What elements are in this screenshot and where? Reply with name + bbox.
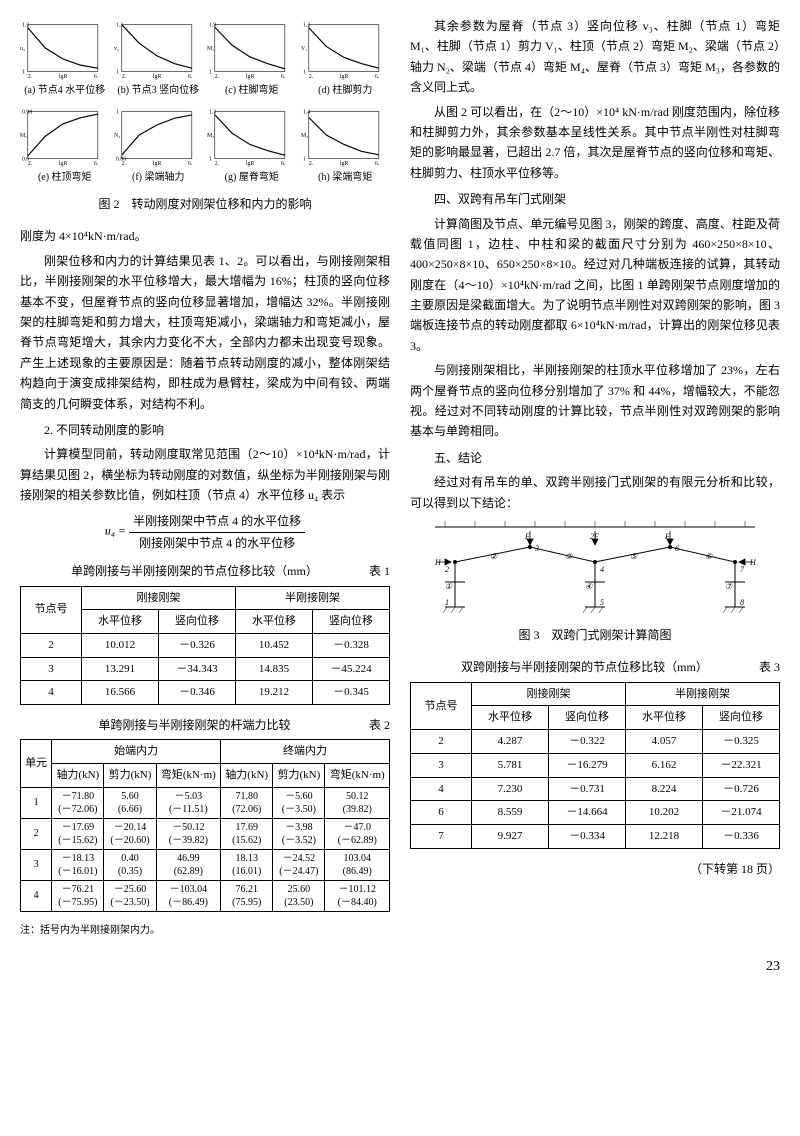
svg-text:1: 1 bbox=[209, 69, 212, 75]
svg-text:①: ① bbox=[445, 582, 453, 591]
svg-text:2.: 2. bbox=[121, 161, 126, 167]
svg-text:⑥: ⑥ bbox=[705, 552, 713, 561]
para-r4: 与刚接刚架相比，半刚接刚架的柱顶水平位移增加了 23%，左右两个屋脊节点的竖向位… bbox=[410, 360, 780, 442]
svg-text:6.: 6. bbox=[187, 161, 192, 167]
svg-text:lgR: lgR bbox=[339, 74, 348, 80]
table-2-note: 注：括号内为半刚接刚架内力。 bbox=[20, 922, 390, 939]
formula-u4: u₄ = 半刚接刚架中节点 4 的水平位移刚接刚架中节点 4 的水平位移 bbox=[20, 511, 390, 553]
svg-text:6.: 6. bbox=[94, 74, 99, 80]
svg-text:②: ② bbox=[490, 552, 498, 561]
svg-text:8: 8 bbox=[740, 598, 744, 607]
svg-text:1: 1 bbox=[22, 69, 25, 75]
section-5: 五、结论 bbox=[410, 448, 780, 468]
table-1-title: 单跨刚接与半刚接刚架的节点位移比较（mm）表 1 bbox=[20, 561, 390, 581]
para-r2: 从图 2 可以看出，在（2～10）×10⁴ kN·m/rad 刚度范围内，除位移… bbox=[410, 102, 780, 184]
svg-text:2.: 2. bbox=[28, 161, 33, 167]
svg-text:M₁: M₁ bbox=[207, 46, 214, 52]
figure-2-caption: 图 2 转动刚度对刚架位移和内力的影响 bbox=[20, 194, 390, 214]
svg-text:0.98: 0.98 bbox=[22, 110, 32, 116]
figure-2-charts: 1.31 2.6. lgR u₄ (a) 节点4 水平位移 1.31 2.6. … bbox=[20, 16, 390, 186]
svg-text:2.: 2. bbox=[308, 74, 313, 80]
figure-3: F2FF HH 23467 158 ②③⑤⑥ ①④⑦ bbox=[410, 517, 780, 617]
svg-text:6.: 6. bbox=[374, 74, 379, 80]
svg-text:H: H bbox=[434, 558, 442, 567]
svg-text:2.: 2. bbox=[215, 74, 220, 80]
svg-text:lgR: lgR bbox=[246, 74, 255, 80]
table-3-title: 双跨刚接与半刚接刚架的节点位移比较（mm）表 3 bbox=[410, 657, 780, 677]
svg-text:7: 7 bbox=[740, 565, 745, 574]
svg-text:1: 1 bbox=[115, 69, 118, 75]
para-2: 计算模型同前，转动刚度取常见范围（2～10）×10⁴kN·m/rad，计算结果见… bbox=[20, 444, 390, 505]
para-r1: 其余参数为屋脊（节点 3）竖向位移 v₃、柱脚（节点 1）弯矩 M₁、柱脚（节点… bbox=[410, 16, 780, 98]
svg-text:6.: 6. bbox=[281, 161, 286, 167]
para-r5: 经过对有吊车的单、双跨半刚接门式刚架的有限元分析和比较，可以得到以下结论： bbox=[410, 472, 780, 513]
table-3: 节点号刚接刚架半刚接刚架 水平位移竖向位移水平位移竖向位移24.287－0.32… bbox=[410, 682, 780, 849]
svg-text:2.: 2. bbox=[308, 161, 313, 167]
svg-text:2.: 2. bbox=[215, 161, 220, 167]
svg-text:lgR: lgR bbox=[246, 161, 255, 167]
svg-text:6: 6 bbox=[675, 544, 679, 553]
section-4: 四、双跨有吊车门式刚架 bbox=[410, 189, 780, 209]
svg-text:N₂: N₂ bbox=[114, 133, 120, 139]
table-2: 单元始端内力终端内力 轴力(kN)剪力(kN)弯矩(kN·m)轴力(kN)剪力(… bbox=[20, 739, 390, 911]
svg-text:1: 1 bbox=[302, 69, 305, 75]
para-r3: 计算简图及节点、单元编号见图 3，刚架的跨度、高度、柱距及荷载值同图 1，边柱、… bbox=[410, 214, 780, 357]
svg-text:M₃: M₃ bbox=[207, 133, 214, 139]
svg-text:v₃: v₃ bbox=[114, 46, 119, 52]
svg-text:lgR: lgR bbox=[59, 161, 68, 167]
svg-text:4: 4 bbox=[600, 565, 604, 574]
svg-text:1: 1 bbox=[115, 110, 118, 116]
svg-text:1.3: 1.3 bbox=[115, 23, 122, 29]
para-1: 刚架位移和内力的计算结果见表 1、2。可以看出，与刚接刚架相比，半刚接刚架的水平… bbox=[20, 251, 390, 414]
svg-text:lgR: lgR bbox=[59, 74, 68, 80]
svg-text:u₄: u₄ bbox=[20, 46, 25, 52]
svg-text:1.4: 1.4 bbox=[302, 110, 309, 116]
svg-text:6.: 6. bbox=[94, 161, 99, 167]
svg-text:6.: 6. bbox=[187, 74, 192, 80]
svg-text:M₂: M₂ bbox=[20, 133, 27, 139]
svg-text:⑤: ⑤ bbox=[630, 552, 638, 561]
table-2-title: 单跨刚接与半刚接刚架的杆端力比较表 2 bbox=[20, 715, 390, 735]
svg-text:M₄: M₄ bbox=[301, 133, 308, 139]
svg-text:④: ④ bbox=[585, 582, 593, 591]
svg-text:3: 3 bbox=[534, 544, 539, 553]
svg-text:2.: 2. bbox=[121, 74, 126, 80]
svg-text:1.3: 1.3 bbox=[302, 23, 309, 29]
svg-text:2: 2 bbox=[445, 565, 449, 574]
svg-text:5: 5 bbox=[600, 598, 604, 607]
svg-text:⑦: ⑦ bbox=[725, 582, 733, 591]
svg-text:H: H bbox=[749, 558, 757, 567]
para-stiffness: 刚度为 4×10⁴kN·m/rad。 bbox=[20, 226, 390, 246]
svg-text:1: 1 bbox=[445, 598, 449, 607]
svg-text:2.: 2. bbox=[28, 74, 33, 80]
svg-text:1.3: 1.3 bbox=[209, 110, 216, 116]
svg-text:1.9: 1.9 bbox=[209, 23, 216, 29]
svg-text:lgR: lgR bbox=[152, 161, 161, 167]
svg-text:lgR: lgR bbox=[339, 161, 348, 167]
svg-text:V₁: V₁ bbox=[301, 46, 307, 52]
turn-page: （下转第 18 页） bbox=[410, 859, 780, 879]
section-2: 2. 不同转动刚度的影响 bbox=[20, 420, 390, 440]
svg-text:6.: 6. bbox=[374, 161, 379, 167]
page-number: 23 bbox=[20, 955, 780, 979]
svg-text:6.: 6. bbox=[281, 74, 286, 80]
table-1: 节点号刚接刚架半刚接刚架 水平位移竖向位移水平位移竖向位移210.012－0.3… bbox=[20, 586, 390, 705]
svg-text:1.3: 1.3 bbox=[22, 23, 29, 29]
svg-text:③: ③ bbox=[565, 552, 573, 561]
svg-text:1: 1 bbox=[209, 156, 212, 162]
svg-text:1: 1 bbox=[302, 156, 305, 162]
figure-3-caption: 图 3 双跨门式刚架计算简图 bbox=[410, 625, 780, 645]
svg-text:lgR: lgR bbox=[152, 74, 161, 80]
